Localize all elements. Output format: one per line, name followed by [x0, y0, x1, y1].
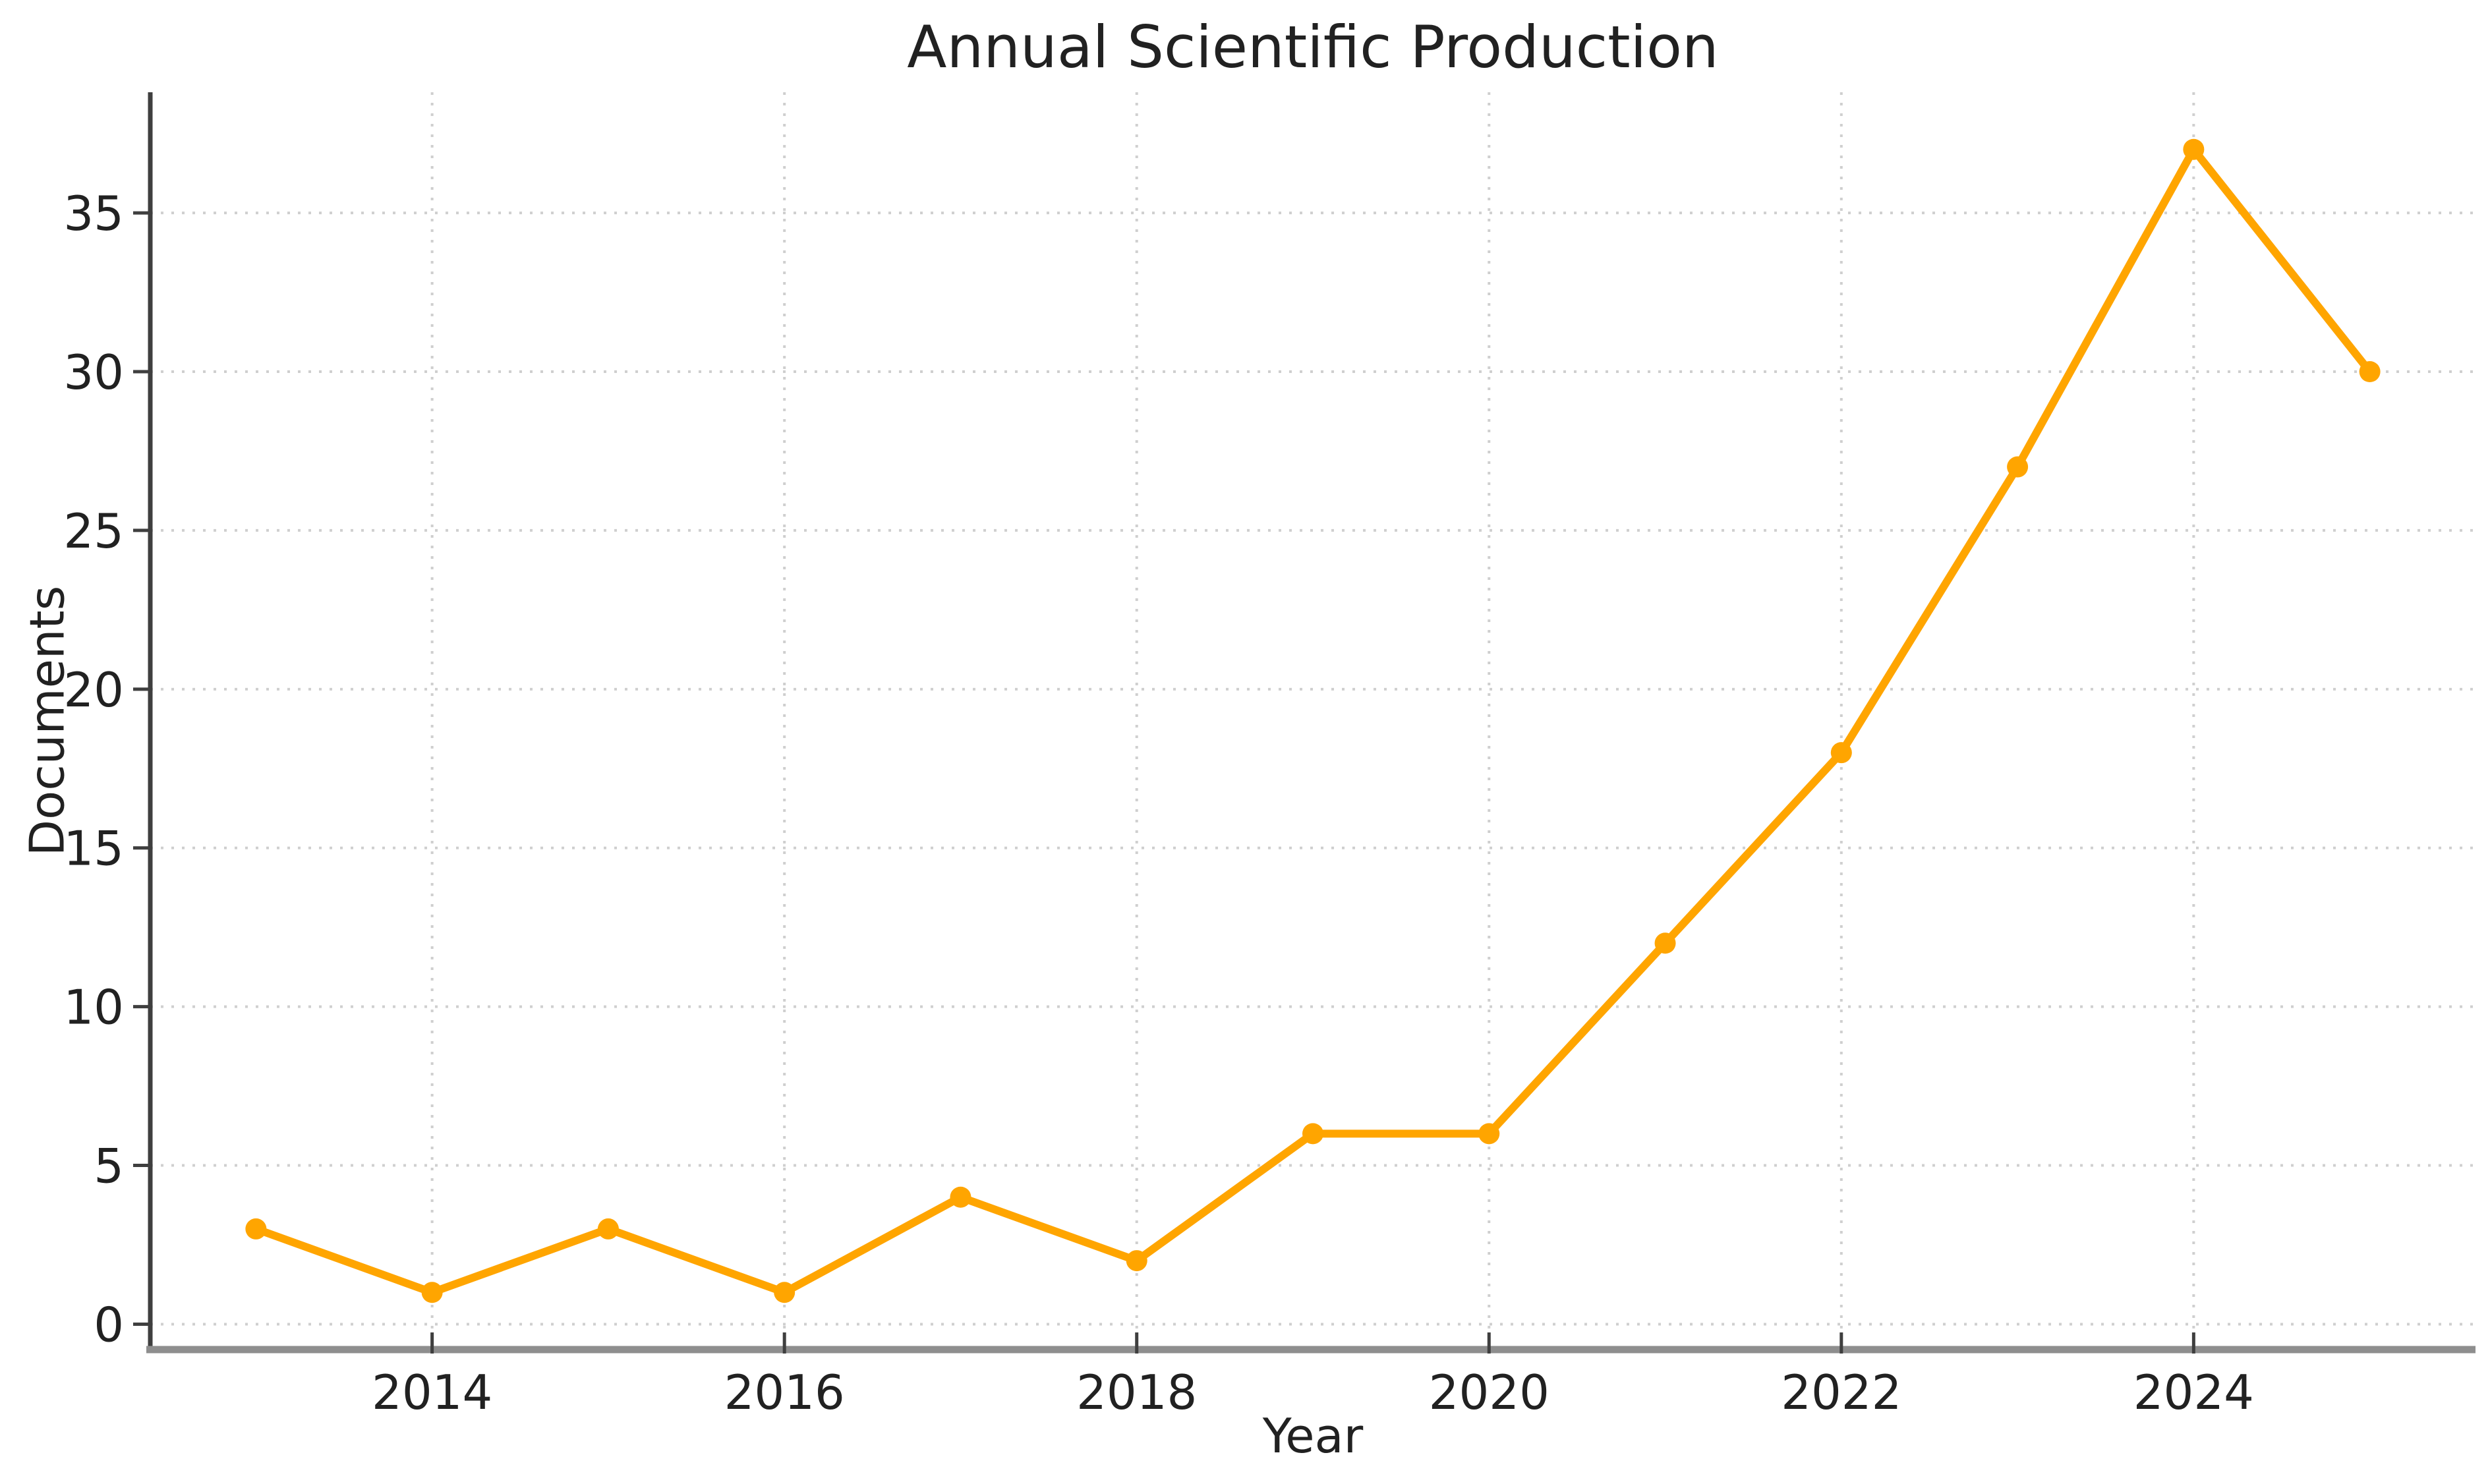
- x-tick-label-2016: 2016: [724, 1365, 845, 1420]
- x-tick-label-2024: 2024: [2133, 1365, 2254, 1420]
- y-tick-label-15: 15: [63, 821, 124, 876]
- data-point-2025: [2359, 361, 2381, 382]
- data-point-2019: [1302, 1123, 1323, 1145]
- y-tick-label-20: 20: [63, 662, 124, 718]
- data-point-2015: [597, 1218, 619, 1240]
- data-point-2022: [1830, 742, 1852, 764]
- data-point-2018: [1126, 1250, 1147, 1272]
- data-point-2023: [2007, 456, 2029, 478]
- series-line-documents: [252, 145, 2374, 1297]
- data-point-2014: [421, 1282, 443, 1303]
- x-tick-label-2018: 2018: [1076, 1365, 1197, 1420]
- data-point-2017: [950, 1186, 971, 1208]
- data-point-2020: [1478, 1123, 1500, 1145]
- y-axis-label: Documents: [19, 585, 75, 857]
- y-tick-label-5: 5: [94, 1139, 124, 1194]
- x-tick-label-2022: 2022: [1781, 1365, 1901, 1420]
- x-tick-label-2014: 2014: [372, 1365, 492, 1420]
- data-point-2024: [2183, 138, 2205, 160]
- y-tick-label-0: 0: [94, 1297, 124, 1352]
- chart-title: Annual Scientific Production: [907, 13, 1719, 81]
- x-tick-label-2020: 2020: [1429, 1365, 1549, 1420]
- y-tick-label-10: 10: [63, 980, 124, 1035]
- data-point-2016: [774, 1282, 796, 1303]
- data-point-2013: [245, 1218, 267, 1240]
- y-tick-label-30: 30: [63, 345, 124, 400]
- data-point-2021: [1654, 932, 1676, 954]
- x-axis-label: Year: [1262, 1408, 1364, 1464]
- y-tick-label-25: 25: [63, 503, 124, 559]
- y-tick-label-35: 35: [63, 186, 124, 241]
